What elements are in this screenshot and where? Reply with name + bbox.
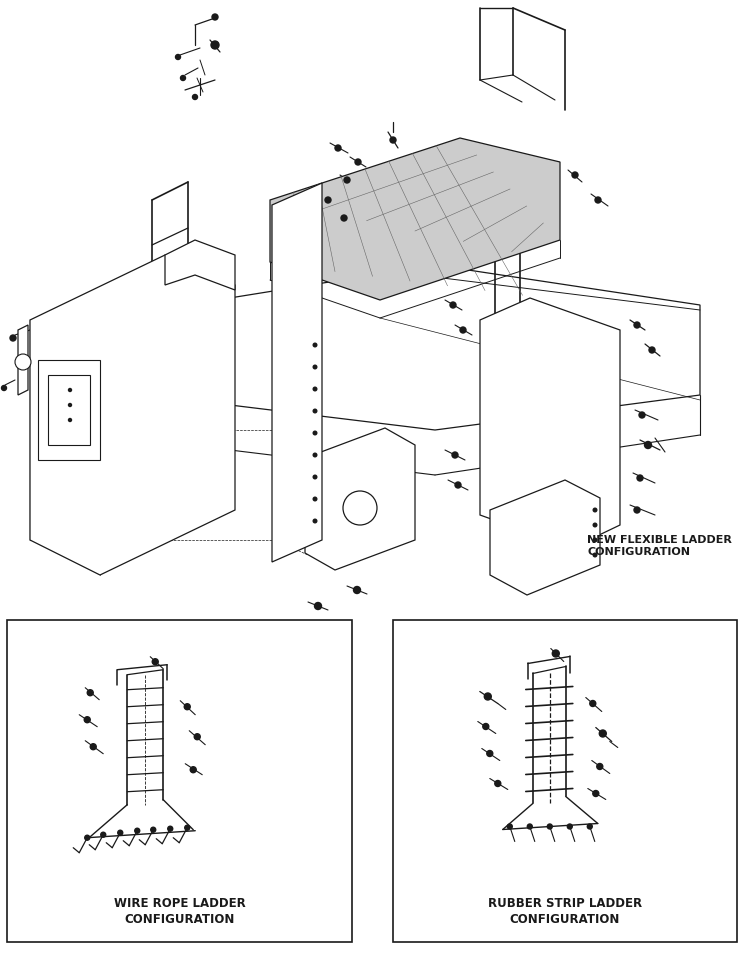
Circle shape [594,554,597,556]
Circle shape [639,412,645,418]
Circle shape [313,431,317,434]
Polygon shape [165,240,235,290]
Circle shape [314,603,322,609]
Circle shape [452,452,458,458]
Circle shape [68,418,71,422]
Polygon shape [305,428,415,570]
Circle shape [313,475,317,479]
Circle shape [645,441,651,449]
Circle shape [593,791,599,797]
Circle shape [181,76,185,81]
Circle shape [634,507,640,513]
Text: CONFIGURATION: CONFIGURATION [510,913,620,926]
Polygon shape [480,298,620,548]
Circle shape [634,322,640,328]
Circle shape [572,172,578,178]
Circle shape [167,826,173,831]
Circle shape [344,177,350,183]
Circle shape [152,658,159,665]
Circle shape [460,327,466,333]
Circle shape [211,41,219,49]
Polygon shape [490,480,600,595]
Circle shape [101,832,106,837]
Circle shape [597,763,602,770]
Circle shape [313,343,317,347]
Circle shape [343,491,377,525]
Circle shape [353,586,361,594]
Text: RUBBER STRIP LADDER: RUBBER STRIP LADDER [488,898,642,910]
Circle shape [568,824,572,829]
Circle shape [313,365,317,369]
Polygon shape [272,183,322,562]
Circle shape [595,197,601,203]
Circle shape [190,767,196,773]
Circle shape [487,751,493,756]
Circle shape [176,55,181,60]
Circle shape [548,824,552,829]
Circle shape [335,145,341,151]
Circle shape [313,387,317,391]
Circle shape [455,482,461,488]
Circle shape [313,497,317,501]
Circle shape [185,825,190,830]
Bar [7,620,352,942]
Circle shape [135,828,140,833]
Circle shape [194,733,200,740]
Bar [38,360,100,460]
Circle shape [84,717,90,723]
Polygon shape [148,265,700,430]
Text: CONFIGURATION: CONFIGURATION [124,913,235,926]
Circle shape [341,215,347,221]
Circle shape [649,347,655,353]
Circle shape [193,94,198,100]
Circle shape [90,744,96,750]
Circle shape [588,824,592,829]
Circle shape [185,703,190,710]
Circle shape [313,519,317,523]
Circle shape [68,388,71,391]
Circle shape [594,508,597,512]
Circle shape [313,454,317,456]
Circle shape [1,385,7,390]
Circle shape [594,523,597,527]
Circle shape [483,724,489,729]
Circle shape [450,302,456,308]
Polygon shape [270,138,560,300]
Circle shape [599,730,606,737]
Circle shape [355,159,361,165]
Circle shape [118,830,123,835]
Bar [393,620,737,942]
Text: WIRE ROPE LADDER: WIRE ROPE LADDER [114,898,245,910]
Circle shape [84,835,90,840]
Circle shape [485,693,491,700]
Text: NEW FLEXIBLE LADDER
CONFIGURATION: NEW FLEXIBLE LADDER CONFIGURATION [587,535,732,557]
Circle shape [495,780,501,786]
Circle shape [313,409,317,413]
Circle shape [87,690,93,696]
Circle shape [325,197,331,203]
Bar [48,375,90,445]
Circle shape [637,475,643,481]
Circle shape [528,824,532,829]
Circle shape [10,335,16,341]
Circle shape [552,650,559,657]
Circle shape [390,137,396,143]
Circle shape [212,14,218,20]
Circle shape [150,827,156,832]
Circle shape [15,354,31,370]
Circle shape [594,538,597,542]
Polygon shape [30,255,235,575]
Polygon shape [18,325,28,395]
Circle shape [68,404,71,407]
Circle shape [590,701,596,706]
Circle shape [508,824,512,829]
